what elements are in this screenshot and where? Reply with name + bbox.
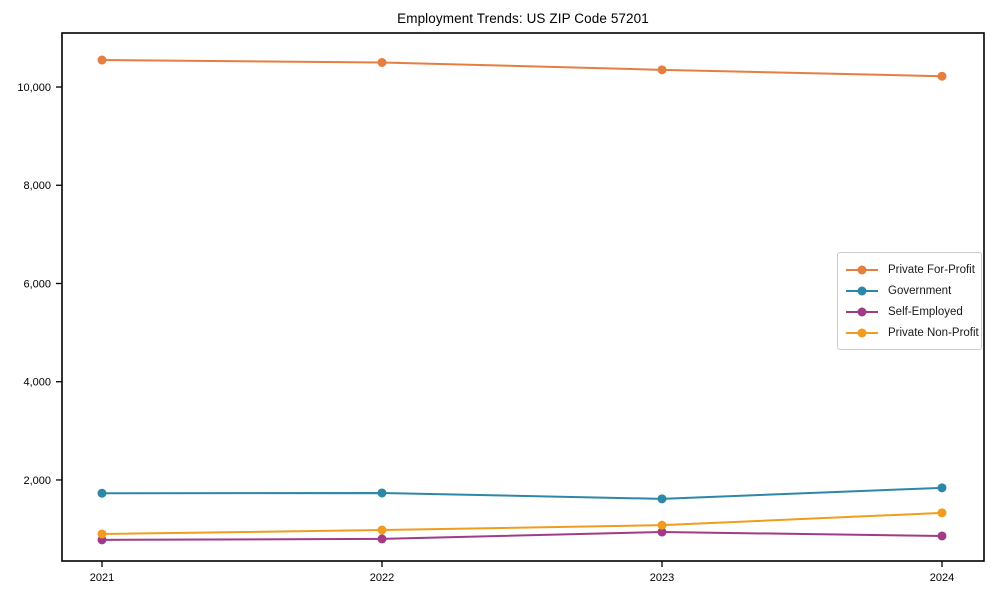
data-point-private-for-profit-2022 [377,57,387,67]
series-line-government [101,486,943,500]
y-axis-tick-label: 8,000 [23,180,51,192]
x-axis-tick-label: 2023 [650,572,674,584]
x-axis-tick-label: 2021 [90,572,114,584]
chart-title: Employment Trends: US ZIP Code 57201 [397,11,649,26]
legend-label: Government [888,284,952,297]
legend-item-self-employed: Self-Employed [845,301,981,322]
data-point-self-employed-2024 [937,531,947,541]
legend-label: Private Non-Profit [888,326,979,339]
data-point-government-2023 [657,494,667,504]
data-point-government-2022 [377,488,387,498]
data-point-private-non-profit-2024 [937,508,947,518]
legend-item-government: Government [845,280,981,301]
legend-line-marker-icon [846,265,878,274]
series-line-private-for-profit [101,59,943,78]
data-point-private-for-profit-2024 [937,71,947,81]
plot-frame [61,32,985,562]
data-point-self-employed-2023 [657,527,667,537]
x-axis-tick-label: 2024 [930,572,954,584]
legend-line-marker-icon [846,286,878,295]
data-point-government-2021 [97,488,107,498]
data-point-self-employed-2022 [377,534,387,544]
data-point-private-non-profit-2021 [97,529,107,539]
data-point-private-for-profit-2021 [97,55,107,65]
legend-line-marker-icon [846,328,878,337]
legend-line-marker-icon [846,307,878,316]
y-axis-tick-label: 10,000 [17,82,51,94]
series-line-private-non-profit [101,511,943,535]
legend-label: Self-Employed [888,305,963,318]
series-line-self-employed [101,531,943,541]
y-axis-tick-label: 6,000 [23,278,51,290]
y-axis-tick-label: 2,000 [23,475,51,487]
data-point-private-non-profit-2022 [377,525,387,535]
legend: Private For-Profit Government Self-Emplo… [837,252,982,350]
data-point-private-for-profit-2023 [657,65,667,75]
data-point-government-2024 [937,483,947,493]
legend-label: Private For-Profit [888,263,975,276]
legend-item-private-for-profit: Private For-Profit [845,259,981,280]
data-point-private-non-profit-2023 [657,520,667,530]
y-axis-tick-label: 4,000 [23,377,51,389]
x-axis-tick-label: 2022 [370,572,394,584]
legend-item-private-non-profit: Private Non-Profit [845,322,981,343]
